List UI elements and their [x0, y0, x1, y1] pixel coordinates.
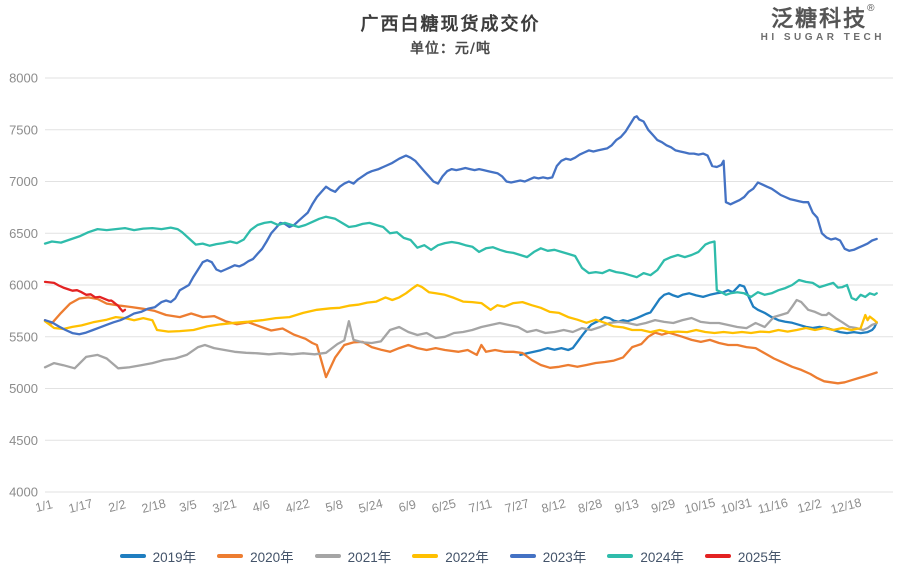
legend-label: 2025年 [737, 550, 782, 565]
x-tick-label: 12/2 [796, 496, 823, 515]
series-line-2022 [43, 283, 878, 335]
x-tick-label: 7/27 [504, 496, 531, 515]
y-tick-label: 4500 [9, 433, 38, 448]
legend-item-2023: 2023年 [509, 546, 587, 566]
legend-item-2022: 2022年 [412, 546, 489, 566]
x-tick-label: 2/2 [107, 497, 127, 515]
series-line-2023 [43, 115, 878, 336]
y-tick-label: 7500 [9, 122, 38, 137]
y-tick-label: 5000 [9, 381, 38, 396]
legend-label: 2020年 [250, 550, 294, 565]
legend-label: 2023年 [542, 550, 587, 565]
legend-swatch-icon [607, 554, 634, 558]
brand-tagline: HI SUGAR TECH [760, 32, 885, 44]
legend-swatch-icon [314, 554, 341, 558]
legend-item-2024: 2024年 [607, 546, 684, 566]
y-tick-label: 4000 [9, 485, 38, 500]
legend-label: 2019年 [152, 550, 197, 565]
legend-swatch-icon [704, 554, 731, 558]
x-tick-label: 10/31 [719, 496, 753, 517]
legend-item-2021: 2021年 [314, 546, 392, 566]
x-tick-label: 5/8 [324, 497, 344, 515]
chart-unit-label: 单位：元/吨 [409, 41, 492, 57]
legend-swatch-icon [509, 554, 536, 558]
x-tick-label: 3/21 [211, 496, 238, 515]
legend-swatch-icon [412, 554, 439, 558]
legend-item-2019: 2019年 [119, 546, 197, 566]
x-tick-label: 1/1 [34, 497, 54, 515]
brand-name: 泛糖科技 [771, 6, 868, 32]
series-line-2024 [43, 215, 878, 302]
y-tick-label: 8000 [9, 71, 38, 86]
x-tick-label: 8/28 [577, 496, 604, 515]
x-tick-label: 9/13 [613, 496, 640, 515]
x-tick-label: 1/17 [67, 496, 94, 515]
registered-mark-icon: ® [867, 3, 875, 14]
x-tick-label: 12/18 [829, 496, 863, 517]
series-line-2020 [43, 296, 878, 385]
chart-title: 广西白糖现货成交价 [360, 14, 541, 35]
line-chart: 4000 4500 5000 5500 6000 6500 7000 7500 8000 1/1 1… [9, 71, 893, 517]
series-line-2025 [43, 280, 127, 313]
chart-legend: 2019年 2020年 2021年 2022年 2023年 2024年 2025年 [0, 546, 901, 566]
legend-label: 2022年 [445, 550, 489, 565]
legend-item-2020: 2020年 [217, 546, 294, 566]
legend-item-2025: 2025年 [704, 546, 782, 566]
y-tick-label: 5500 [9, 329, 38, 344]
series-line-2021 [43, 298, 878, 370]
x-tick-label: 9/29 [650, 496, 677, 515]
x-tick-label: 4/22 [284, 496, 311, 515]
y-tick-label: 7000 [9, 174, 38, 189]
legend-label: 2024年 [640, 550, 684, 565]
x-tick-label: 10/15 [683, 496, 717, 517]
legend-swatch-icon [119, 554, 146, 558]
y-tick-label: 6500 [9, 226, 38, 241]
x-tick-label: 6/9 [397, 497, 417, 515]
x-tick-label: 6/25 [430, 496, 457, 515]
x-tick-label: 7/11 [467, 496, 493, 515]
brand-logo: 泛糖科技® HI SUGAR TECH [760, 3, 885, 44]
x-tick-label: 11/16 [756, 496, 789, 517]
x-tick-label: 4/6 [251, 497, 271, 515]
x-tick-label: 8/12 [540, 496, 567, 515]
x-tick-label: 5/24 [357, 496, 384, 515]
legend-swatch-icon [217, 554, 244, 558]
legend-label: 2021年 [347, 550, 392, 565]
x-tick-label: 2/18 [140, 496, 167, 515]
y-tick-label: 6000 [9, 278, 38, 293]
x-tick-label: 3/5 [178, 497, 198, 515]
series-line-2019 [519, 283, 878, 357]
